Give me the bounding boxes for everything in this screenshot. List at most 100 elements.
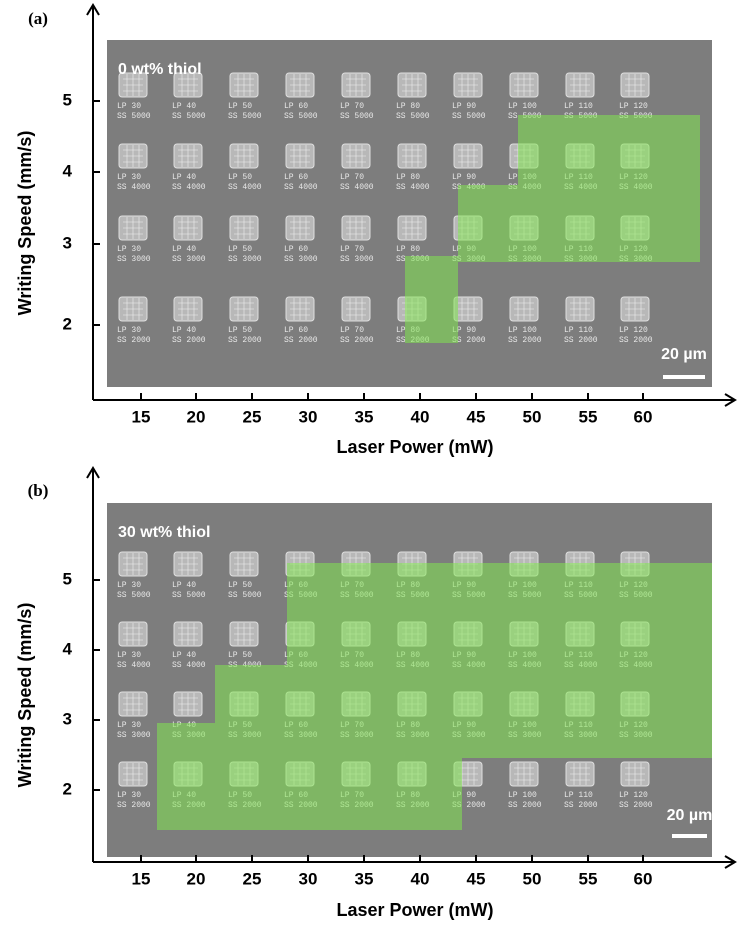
- x-tick-label: 60: [634, 407, 653, 426]
- cell-ss-label: SS 2000: [619, 801, 653, 810]
- x-axis-label: Laser Power (mW): [336, 437, 493, 457]
- scale-bar-label: 20 µm: [667, 807, 713, 824]
- x-tick-label: 40: [411, 869, 430, 888]
- cell-ss-label: SS 5000: [284, 112, 318, 121]
- x-axis-label: Laser Power (mW): [336, 900, 493, 920]
- cell-ss-label: SS 2000: [117, 336, 151, 345]
- cell-lp-label: LP 80: [396, 173, 420, 182]
- x-tick-label: 45: [467, 869, 486, 888]
- cell-ss-label: SS 2000: [340, 336, 374, 345]
- y-axis: [87, 468, 99, 862]
- cell-lp-label: LP 40: [172, 245, 196, 254]
- cell-lp-label: LP 60: [284, 326, 308, 335]
- cell-lp-label: LP 70: [340, 326, 364, 335]
- cell-lp-label: LP 30: [117, 245, 141, 254]
- cell-lp-label: LP 30: [117, 791, 141, 800]
- cell-ss-label: SS 5000: [228, 112, 262, 121]
- y-tick-label: 3: [63, 709, 72, 728]
- cell-ss-label: SS 2000: [117, 801, 151, 810]
- x-tick-label: 30: [299, 407, 318, 426]
- cell-lp-label: LP 40: [172, 651, 196, 660]
- cell-lp-label: LP 80: [396, 102, 420, 111]
- panel-label: (b): [28, 481, 49, 500]
- cell-ss-label: SS 2000: [172, 336, 206, 345]
- cell-ss-label: SS 4000: [117, 661, 151, 670]
- cell-ss-label: SS 2000: [564, 336, 598, 345]
- cell-lp-label: LP 100: [508, 102, 537, 111]
- x-tick-label: 20: [187, 869, 206, 888]
- cell-lp-label: LP 50: [228, 651, 252, 660]
- annotation: 0 wt% thiol: [118, 61, 202, 78]
- figure: LP 30SS 5000LP 40SS 5000LP 50SS 5000LP 6…: [0, 0, 740, 926]
- cell-lp-label: LP 120: [619, 791, 648, 800]
- x-axis: [93, 856, 735, 868]
- cell-ss-label: SS 4000: [284, 183, 318, 192]
- cell-ss-label: SS 2000: [619, 336, 653, 345]
- x-axis: [93, 394, 735, 406]
- cell-lp-label: LP 120: [619, 102, 648, 111]
- cell-lp-label: LP 60: [284, 245, 308, 254]
- cell-lp-label: LP 70: [340, 245, 364, 254]
- cell-ss-label: SS 3000: [172, 255, 206, 264]
- cell-lp-label: LP 30: [117, 173, 141, 182]
- y-tick-label: 5: [63, 569, 72, 588]
- cell-ss-label: SS 4000: [228, 183, 262, 192]
- y-axis: [87, 5, 99, 400]
- cell-ss-label: SS 3000: [340, 255, 374, 264]
- x-tick-label: 25: [243, 869, 262, 888]
- cell-ss-label: SS 5000: [228, 591, 262, 600]
- y-tick-label: 3: [63, 233, 72, 252]
- cell-ss-label: SS 5000: [172, 591, 206, 600]
- y-tick-label: 2: [63, 779, 72, 798]
- annotation: 30 wt% thiol: [118, 524, 210, 541]
- x-tick-label: 15: [132, 869, 151, 888]
- cell-lp-label: LP 60: [284, 102, 308, 111]
- cell-lp-label: LP 30: [117, 721, 141, 730]
- cell-lp-label: LP 120: [619, 326, 648, 335]
- cell-ss-label: SS 4000: [117, 183, 151, 192]
- cell-lp-label: LP 40: [172, 102, 196, 111]
- cell-lp-label: LP 30: [117, 326, 141, 335]
- cell-ss-label: SS 2000: [508, 801, 542, 810]
- cell-ss-label: SS 3000: [117, 255, 151, 264]
- y-axis-label: Writing Speed (mm/s): [15, 603, 35, 788]
- cell-lp-label: LP 50: [228, 326, 252, 335]
- cell-ss-label: SS 5000: [117, 112, 151, 121]
- cell-lp-label: LP 110: [564, 791, 593, 800]
- cell-lp-label: LP 70: [340, 102, 364, 111]
- y-tick-label: 2: [63, 314, 72, 333]
- cell-lp-label: LP 50: [228, 581, 252, 590]
- x-tick-label: 55: [579, 407, 598, 426]
- cell-ss-label: SS 2000: [228, 336, 262, 345]
- cell-lp-label: LP 80: [396, 245, 420, 254]
- x-tick-label: 35: [355, 869, 374, 888]
- cell-lp-label: LP 30: [117, 581, 141, 590]
- x-tick-label: 40: [411, 407, 430, 426]
- cell-lp-label: LP 50: [228, 173, 252, 182]
- cell-lp-label: LP 30: [117, 102, 141, 111]
- cell-ss-label: SS 2000: [284, 336, 318, 345]
- cell-ss-label: SS 3000: [284, 255, 318, 264]
- cell-lp-label: LP 70: [340, 173, 364, 182]
- x-tick-label: 25: [243, 407, 262, 426]
- y-tick-label: 5: [63, 90, 72, 109]
- cell-ss-label: SS 3000: [228, 255, 262, 264]
- x-tick-label: 50: [523, 869, 542, 888]
- cell-lp-label: LP 60: [284, 173, 308, 182]
- cell-lp-label: LP 90: [452, 102, 476, 111]
- cell-ss-label: SS 5000: [452, 112, 486, 121]
- cell-ss-label: SS 5000: [396, 112, 430, 121]
- cell-lp-label: LP 100: [508, 791, 537, 800]
- cell-lp-label: LP 40: [172, 173, 196, 182]
- cell-ss-label: SS 2000: [508, 336, 542, 345]
- cell-ss-label: SS 4000: [340, 183, 374, 192]
- x-tick-label: 30: [299, 869, 318, 888]
- cell-lp-label: LP 100: [508, 326, 537, 335]
- cell-lp-label: LP 110: [564, 102, 593, 111]
- cell-ss-label: SS 4000: [396, 183, 430, 192]
- cell-lp-label: LP 30: [117, 651, 141, 660]
- scale-bar-label: 20 µm: [661, 346, 707, 363]
- y-tick-label: 4: [63, 161, 73, 180]
